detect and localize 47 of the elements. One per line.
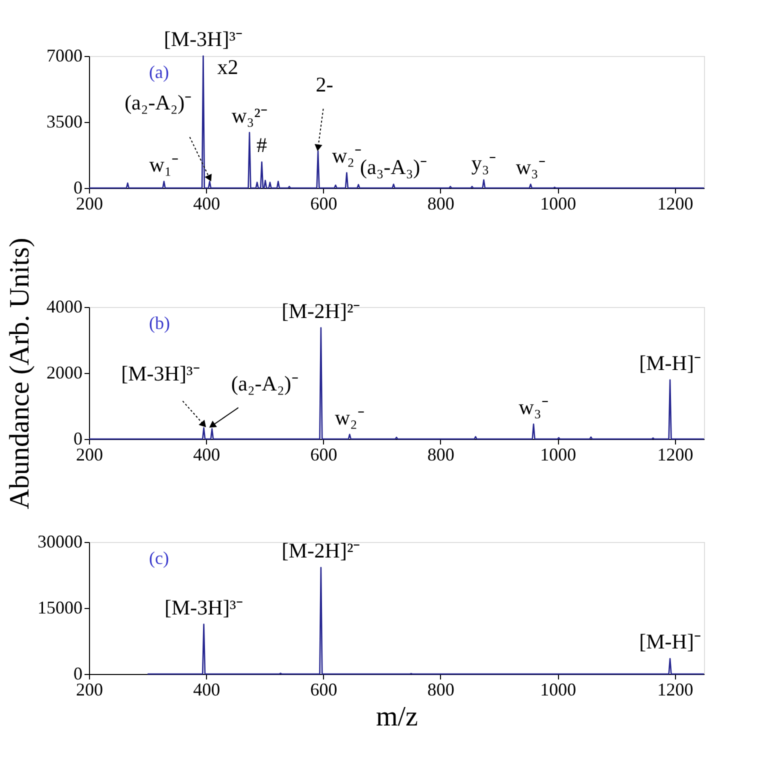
x-tick-label: 600 (310, 680, 338, 700)
annotation: [M-2H]²⁻ (282, 538, 360, 563)
x-tick-label: 600 (310, 194, 338, 214)
x-tick-label: 1200 (657, 194, 694, 214)
x-axis-title: m/z (376, 702, 418, 732)
x-tick-label: 1000 (540, 194, 576, 214)
annotation: [M-3H]³⁻ (164, 595, 244, 620)
annotation: w₂⁻ (332, 144, 362, 168)
y-tick-label: 15000 (38, 598, 82, 618)
x-tick-label: 1000 (540, 680, 576, 700)
chart-title: (a) (149, 62, 169, 82)
x-tick-label: 1200 (657, 680, 694, 700)
annotation: (a₂-A₂)⁻ (231, 371, 298, 396)
y-tick-label: 30000 (38, 532, 82, 552)
annotation: w₃²⁻ (232, 104, 268, 128)
annotation: # (256, 132, 268, 157)
line-series (146, 566, 705, 675)
annotation: w₃⁻ (518, 395, 548, 420)
x-tick-label: 600 (310, 444, 338, 464)
x-tick-label: 400 (193, 444, 220, 464)
annotation: w₂⁻ (334, 405, 364, 430)
y-axis-title: Abundance (Arb. Units) (4, 238, 36, 510)
annotation: [M-H]⁻ (639, 630, 701, 654)
x-tick-label: 800 (427, 680, 454, 700)
annotation: y₃⁻ (471, 150, 496, 175)
annotation: [M-3H]³⁻ (121, 362, 200, 386)
annotation: (a₃-A₃)⁻ (360, 155, 428, 180)
annotation: 2- (316, 72, 334, 97)
annotation: w₃⁻ (516, 155, 546, 180)
y-tick-label: 2000 (46, 362, 82, 382)
y-tick-label: 3500 (46, 112, 82, 132)
annotation: w₁⁻ (149, 152, 179, 176)
annotation: x2 (217, 55, 238, 79)
x-tick-label: 1000 (540, 444, 576, 464)
annotation: [M-2H]²⁻ (282, 298, 360, 323)
x-tick-label: 400 (193, 680, 220, 700)
x-tick-label: 800 (427, 194, 454, 214)
x-tick-label: 800 (427, 444, 454, 464)
x-tick-label: 400 (193, 194, 220, 214)
annotation: [M-H]⁻ (639, 350, 701, 375)
y-tick-label: 7000 (46, 46, 82, 66)
annotation: [M-3H]³⁻ (164, 27, 243, 51)
x-tick-label: 1200 (657, 444, 694, 464)
y-tick-label: 4000 (46, 296, 82, 316)
chart-title: (c) (149, 548, 169, 568)
chart-title: (b) (149, 313, 170, 333)
annotation: (a₂-A₂)⁻ (124, 90, 192, 115)
